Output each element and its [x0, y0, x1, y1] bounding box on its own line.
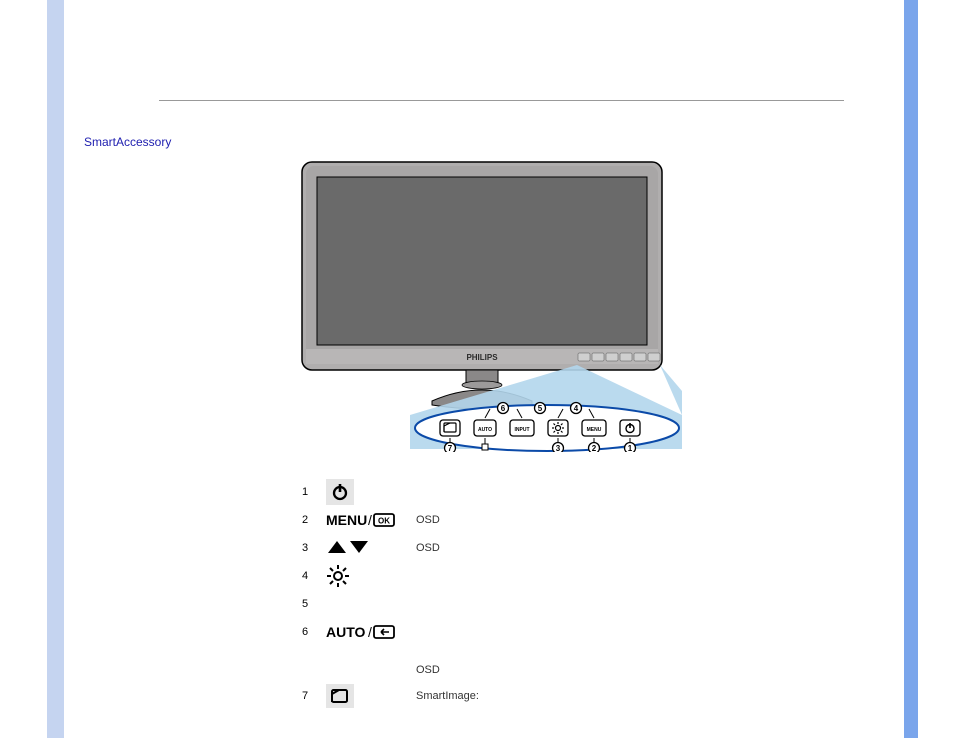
- left-sidebar-rail: [47, 0, 64, 738]
- legend-desc-7b: SmartImage:: [406, 690, 479, 702]
- legend-num: 6: [302, 626, 326, 638]
- menu-ok-icon: MENU / OK: [326, 510, 406, 530]
- power-icon: [326, 479, 354, 505]
- legend-num: 7: [302, 690, 326, 702]
- legend-row-6: 6 AUTO /: [302, 618, 479, 646]
- monitor-illustration: PHILIPS: [282, 157, 682, 452]
- legend-desc: OSD: [406, 514, 440, 526]
- legend-row-4: 4: [302, 562, 479, 590]
- divider: [159, 100, 844, 101]
- svg-text:2: 2: [592, 444, 597, 452]
- svg-text:6: 6: [501, 404, 506, 413]
- legend-row-1: 1: [302, 478, 479, 506]
- svg-text:MENU: MENU: [587, 427, 602, 433]
- legend-num: 2: [302, 514, 326, 526]
- legend-row-7: x OSD 7 SmartImage:: [302, 646, 479, 708]
- svg-text:/: /: [368, 512, 372, 528]
- legend-num: 3: [302, 542, 326, 554]
- legend-desc-7a: OSD: [406, 664, 440, 676]
- svg-text:/: /: [368, 624, 372, 640]
- up-down-icon: [326, 539, 406, 557]
- svg-text:OK: OK: [378, 517, 390, 526]
- page-content: SmartAccessory PHILIPS: [64, 0, 904, 738]
- legend-row-5: 5: [302, 590, 479, 618]
- button-legend: 1 2 MENU / OK OSD: [302, 478, 479, 708]
- svg-text:AUTO: AUTO: [326, 624, 366, 640]
- svg-text:5: 5: [538, 404, 543, 413]
- legend-num: 5: [302, 598, 326, 610]
- monitor-brand: PHILIPS: [466, 353, 498, 362]
- section-link-smartaccessory[interactable]: SmartAccessory: [84, 135, 171, 149]
- legend-num: 1: [302, 486, 326, 498]
- legend-row-3: 3 OSD: [302, 534, 479, 562]
- auto-back-icon: AUTO /: [326, 622, 406, 642]
- legend-desc: OSD: [406, 542, 440, 554]
- svg-text:7: 7: [448, 444, 453, 452]
- svg-text:4: 4: [574, 404, 579, 413]
- smartimage-icon: [326, 684, 354, 708]
- right-sidebar-rail: [904, 0, 918, 738]
- legend-row-2: 2 MENU / OK OSD: [302, 506, 479, 534]
- svg-text:3: 3: [556, 444, 561, 452]
- brightness-icon: [326, 564, 406, 588]
- legend-num: 4: [302, 570, 326, 582]
- svg-text:INPUT: INPUT: [515, 427, 530, 433]
- svg-text:1: 1: [628, 444, 633, 452]
- svg-text:MENU: MENU: [326, 512, 367, 528]
- svg-text:AUTO: AUTO: [478, 427, 492, 433]
